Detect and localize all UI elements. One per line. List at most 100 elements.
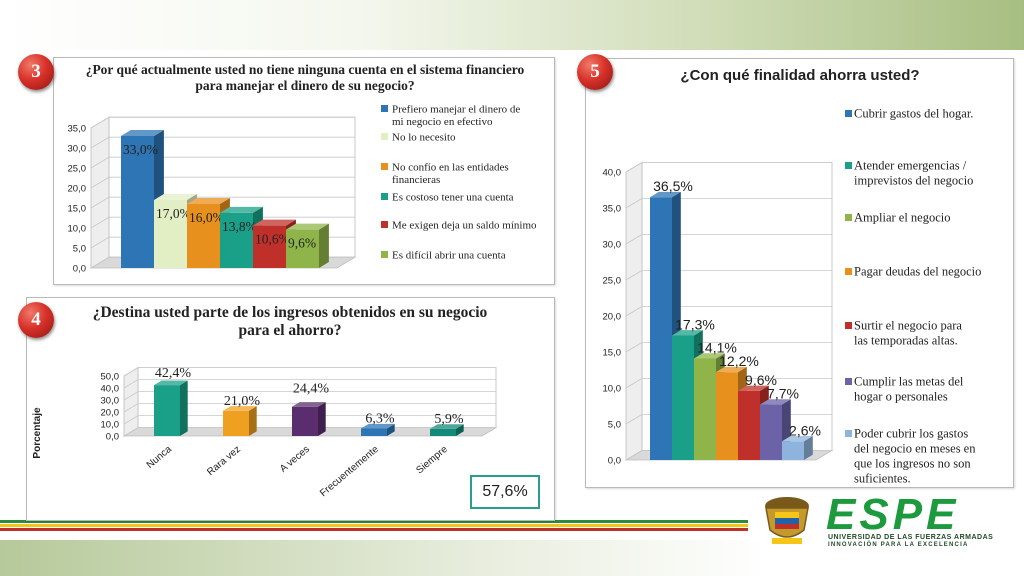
y-tick-label: 40,0 [603,168,622,179]
x-tick-label: Nunca [145,444,175,471]
bar [672,335,694,460]
gridline [90,156,355,169]
bar [430,428,456,436]
badge-3: 3 [18,54,54,90]
espe-crest-icon [765,497,809,544]
legend-label: Ampliar el negocio [854,211,951,225]
y-axis-title: Porcentaje [32,407,43,459]
data-label: 21,0% [224,394,261,409]
y-tick-label: 25,0 [603,276,622,287]
data-label: 17,3% [675,316,715,332]
footer-stripe-green [0,520,748,523]
legend-label: Prefiero manejar el dinero de mi negocio … [392,104,520,129]
bar-side [456,424,464,436]
legend-swatch [381,251,388,258]
espe-subtitle: UNIVERSIDAD DE LAS FUERZAS ARMADAS [828,534,994,541]
bar-side [318,402,326,436]
gridline [625,198,832,209]
y-tick-label: 5,0 [608,420,621,431]
x-tick-label: A veces [278,444,312,475]
bar [694,358,716,460]
bar [738,390,760,460]
gridline [625,162,832,173]
gridline [625,269,832,281]
y-tick-label: 20,0 [603,312,622,323]
espe-wordmark: ESPE [826,490,960,539]
y-tick-label: 5,0 [73,244,86,255]
legend-label: Cumplir las metas del hogar o personales [854,375,964,404]
espe-logo: ESPE UNIVERSIDAD DE LAS FUERZAS ARMADAS … [756,490,1016,548]
badge-5: 5 [577,54,613,90]
bar [782,441,804,460]
bottom-banner [0,540,1024,576]
legend-label: Me exigen deja un saldo mínimo [392,220,537,232]
bar-side [249,406,257,436]
y-tick-label: 30,0 [101,396,120,407]
gridline [123,367,496,377]
data-label: 12,2% [719,353,759,369]
y-tick-label: 0,0 [73,264,86,275]
gridline [625,233,832,245]
y-tick-label: 10,0 [68,224,87,235]
legend-swatch [381,133,388,140]
bar-top [738,385,769,391]
bar [187,204,220,268]
bar [154,385,180,436]
legend-label: Atender emergencias / imprevistos del neg… [854,159,973,188]
data-label: 9,6% [745,372,777,388]
gridline [123,415,496,425]
legend-swatch [845,268,852,275]
bar [361,428,387,436]
legend-label: Cubrir gastos del hogar. [854,107,973,121]
bar-top [672,330,703,336]
gridline [90,196,355,209]
bar-top [782,436,813,442]
bar [154,200,187,268]
annotation-box: 57,6% [470,475,540,509]
legend-label: Poder cubrir los gastos del negocio en me… [854,427,976,485]
gridline [123,391,496,401]
espe-motto: INNOVACIÓN PARA LA EXCELENCIA [828,542,969,548]
data-label: 17,0% [156,206,191,221]
bar [286,229,319,268]
top-banner [0,0,1024,50]
data-label: 7,7% [767,386,799,402]
legend-swatch [845,430,852,437]
legend-swatch [845,110,852,117]
y-tick-label: 20,0 [101,408,120,419]
data-label: 9,6% [288,236,316,251]
chart-4-title: ¿Destina usted parte de los ingresos obt… [92,304,488,340]
bar-top [361,423,395,429]
data-label: 2,6% [789,422,821,438]
bar-side [387,423,395,436]
chart-5-title: ¿Con qué finalidad ahorra usted? [680,67,920,84]
legend-swatch [845,214,852,221]
gridline [90,216,355,229]
gridline [90,176,355,189]
chart-3-svg: 0,0 5,0 10,0 15,0 20,0 25,0 30,0 35,0 33,0% 17,0%… [68,104,537,275]
y-tick-label: 15,0 [603,348,622,359]
y-tick-label: 0,0 [106,432,119,443]
bar-top [430,424,464,429]
legend-swatch [381,193,388,200]
bar-top [223,406,257,411]
data-label: 24,4% [293,382,330,397]
bar [121,136,154,268]
bar-top [650,191,681,198]
bar-side [804,436,813,460]
bar-top [187,198,230,204]
gridline [90,116,355,129]
data-label: 36,5% [653,178,693,194]
footer-stripe-yellow [0,524,748,527]
legend-swatch [845,378,852,385]
bar-top [154,380,188,386]
data-label: 16,0% [189,210,224,225]
bar-side [319,223,329,268]
plot-side-wall [90,116,110,269]
x-tick-label: Rara vez [205,444,243,478]
legend-swatch [845,322,852,329]
data-label: 42,4% [155,366,192,381]
bar [760,404,782,460]
bar [253,225,286,268]
data-label: 5,9% [434,412,464,427]
